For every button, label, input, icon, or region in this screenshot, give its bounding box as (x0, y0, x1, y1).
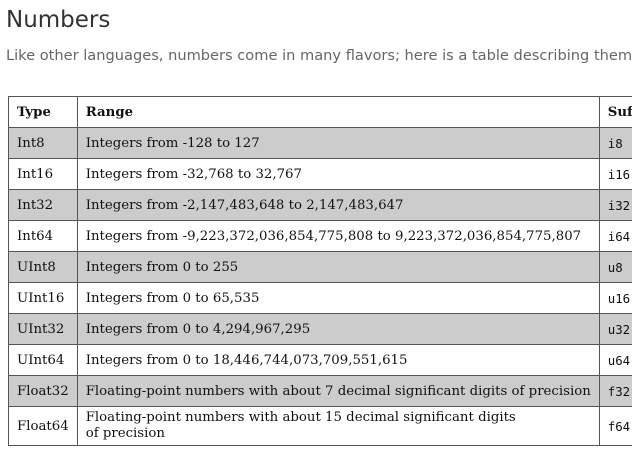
table-row: UInt8 Integers from 0 to 255 u8 (8, 251, 632, 283)
suffix-cell: u8 (598, 251, 632, 283)
range-cell: Integers from -128 to 127 (76, 127, 600, 159)
range-cell: Integers from -2,147,483,648 to 2,147,48… (76, 189, 600, 221)
range-cell: Integers from 0 to 18,446,744,073,709,55… (76, 344, 600, 376)
type-cell: UInt32 (8, 313, 78, 345)
column-header-suffix: Suffix (598, 96, 632, 128)
range-cell: Integers from 0 to 255 (76, 251, 600, 283)
type-cell: Int64 (8, 220, 78, 252)
type-cell: Int32 (8, 189, 78, 221)
range-cell: Integers from 0 to 4,294,967,295 (76, 313, 600, 345)
suffix-cell: f32 (598, 375, 632, 407)
range-line-1: Floating-point numbers with about 15 dec… (85, 410, 516, 425)
suffix-cell: i32 (598, 189, 632, 221)
range-cell: Integers from -32,768 to 32,767 (76, 158, 600, 190)
column-header-range: Range (76, 96, 600, 128)
intro-text: Like other languages, numbers come in ma… (6, 47, 632, 64)
column-header-type: Type (8, 96, 78, 128)
range-cell: Integers from -9,223,372,036,854,775,808… (76, 220, 600, 252)
suffix-cell: i64 (598, 220, 632, 252)
suffix-cell: u32 (598, 313, 632, 345)
table-row: Int16 Integers from -32,768 to 32,767 i1… (8, 158, 632, 190)
type-cell: Int16 (8, 158, 78, 190)
type-cell: UInt64 (8, 344, 78, 376)
table-row: Int32 Integers from -2,147,483,648 to 2,… (8, 189, 632, 221)
type-cell: Int8 (8, 127, 78, 159)
page-title: Numbers (6, 7, 111, 33)
table-row: UInt16 Integers from 0 to 65,535 u16 (8, 282, 632, 314)
range-cell: Integers from 0 to 65,535 (76, 282, 600, 314)
table-row: UInt64 Integers from 0 to 18,446,744,073… (8, 344, 632, 376)
table-header-row: Type Range Suffix (8, 96, 632, 128)
table-row: UInt32 Integers from 0 to 4,294,967,295 … (8, 313, 632, 345)
range-cell: Floating-point numbers with about 15 dec… (76, 406, 600, 446)
table-row: Int8 Integers from -128 to 127 i8 (8, 127, 632, 159)
type-cell: Float32 (8, 375, 78, 407)
number-types-table: Type Range Suffix Int8 Integers from -12… (8, 96, 632, 446)
suffix-cell: u16 (598, 282, 632, 314)
range-cell: Floating-point numbers with about 7 deci… (76, 375, 600, 407)
type-cell: Float64 (8, 406, 78, 446)
suffix-cell: i16 (598, 158, 632, 190)
suffix-cell: i8 (598, 127, 632, 159)
range-line-2: of precision (85, 426, 165, 441)
suffix-cell: u64 (598, 344, 632, 376)
type-cell: UInt16 (8, 282, 78, 314)
suffix-cell: f64 (598, 406, 632, 446)
table-row: Int64 Integers from -9,223,372,036,854,7… (8, 220, 632, 252)
type-cell: UInt8 (8, 251, 78, 283)
table-row: Float64 Floating-point numbers with abou… (8, 406, 632, 446)
table-row: Float32 Floating-point numbers with abou… (8, 375, 632, 407)
